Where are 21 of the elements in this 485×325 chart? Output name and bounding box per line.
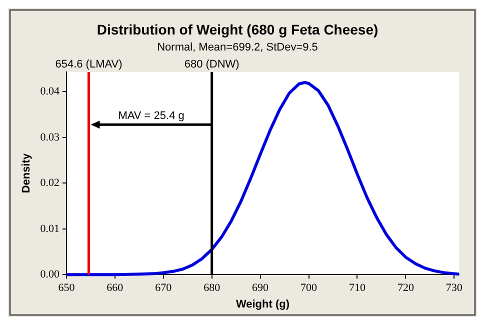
x-tick-label: 680 — [204, 282, 221, 294]
ref-line-label: 680 (DNW) — [184, 58, 240, 71]
x-tick-label: 730 — [446, 282, 463, 294]
y-tick-label: 0.04 — [40, 86, 60, 98]
y-tick-label: 0.02 — [40, 177, 60, 190]
annotation: MAV = 25.4 g — [118, 110, 184, 122]
x-axis-title: Weight (g) — [236, 298, 290, 310]
x-tick-label: 690 — [252, 282, 270, 294]
chart-title: Distribution of Weight (680 g Feta Cheese) — [96, 21, 378, 38]
x-tick-label: 660 — [106, 282, 124, 294]
x-tick-label: 700 — [300, 282, 318, 294]
ref-line-label: 654.6 (LMAV) — [55, 58, 122, 71]
y-tick-label: 0.03 — [40, 131, 60, 144]
x-tick-label: 710 — [348, 282, 366, 294]
y-tick-label: 0.00 — [40, 268, 60, 280]
x-tick-label: 720 — [397, 282, 414, 294]
y-axis-title: Density — [20, 152, 33, 194]
y-tick-label: 0.01 — [40, 222, 60, 235]
x-tick-label: 650 — [58, 282, 76, 294]
x-tick-label: 670 — [155, 282, 172, 294]
chart-subtitle: Normal, Mean=699.2, StDev=9.5 — [157, 41, 318, 54]
